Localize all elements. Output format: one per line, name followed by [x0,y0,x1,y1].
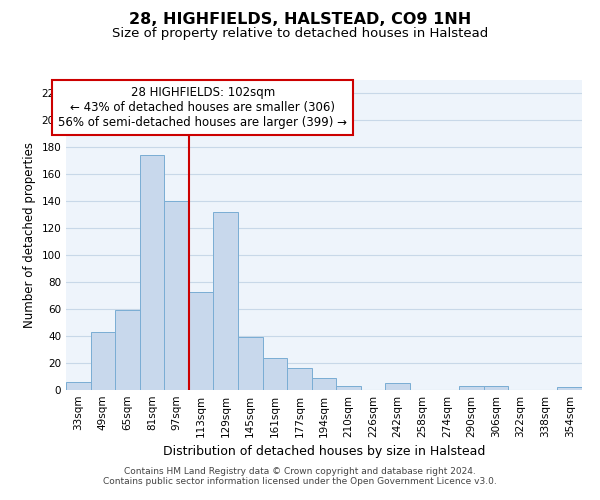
Bar [164,202,189,390]
Bar [91,332,115,390]
Bar [336,386,361,390]
Bar [312,378,336,390]
Text: Size of property relative to detached houses in Halstead: Size of property relative to detached ho… [112,26,488,40]
Bar [238,338,263,390]
Y-axis label: Number of detached properties: Number of detached properties [23,142,36,328]
Text: Contains public sector information licensed under the Open Government Licence v3: Contains public sector information licen… [103,477,497,486]
Bar [459,386,484,390]
Bar [189,292,214,390]
Text: Contains HM Land Registry data © Crown copyright and database right 2024.: Contains HM Land Registry data © Crown c… [124,467,476,476]
Text: 28 HIGHFIELDS: 102sqm
← 43% of detached houses are smaller (306)
56% of semi-det: 28 HIGHFIELDS: 102sqm ← 43% of detached … [58,86,347,129]
Bar [557,388,582,390]
Bar [140,156,164,390]
Text: 28, HIGHFIELDS, HALSTEAD, CO9 1NH: 28, HIGHFIELDS, HALSTEAD, CO9 1NH [129,12,471,28]
Bar [66,382,91,390]
Bar [484,386,508,390]
Bar [115,310,140,390]
Bar [214,212,238,390]
Bar [385,384,410,390]
Bar [263,358,287,390]
X-axis label: Distribution of detached houses by size in Halstead: Distribution of detached houses by size … [163,446,485,458]
Bar [287,368,312,390]
